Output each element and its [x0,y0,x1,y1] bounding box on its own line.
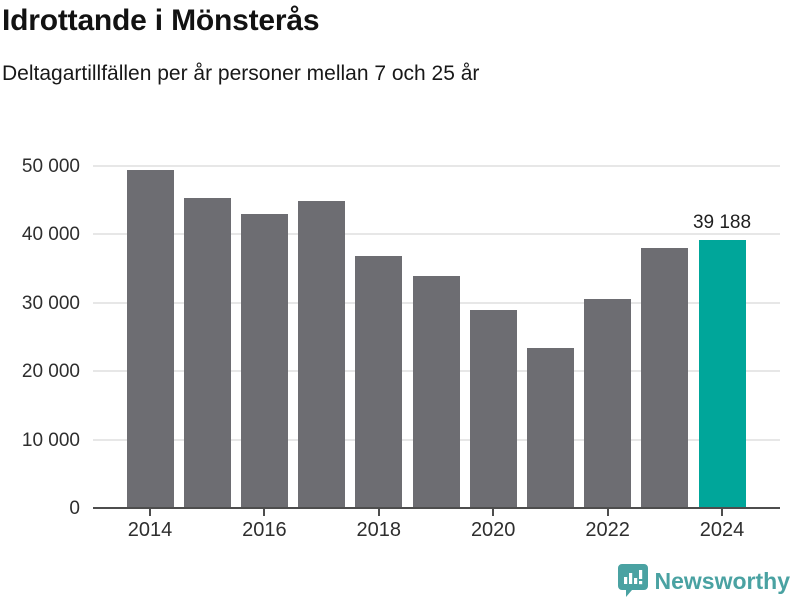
x-tick-2018 [377,508,380,516]
bar-2023 [641,248,689,508]
bar-2024 [698,240,746,508]
x-axis-line [93,506,780,509]
x-axis-label-2014: 2014 [127,519,173,541]
x-axis-label-2016: 2016 [242,519,287,541]
brand-footer: Newsworthy [617,563,790,599]
bar-2018 [355,255,403,508]
y-axis-label-10000: 10 000 [21,429,80,451]
bar-2015 [183,198,231,508]
page-title: Idrottande i Mönsterås [2,4,320,37]
bar-2014 [126,169,174,508]
x-axis-label-2022: 2022 [585,519,630,541]
y-axis-label-20000: 20 000 [21,361,80,383]
y-axis-label-50000: 50 000 [21,156,80,178]
y-axis-label-30000: 30 000 [21,292,80,314]
x-tick-2016 [263,508,266,516]
bar-2020 [469,309,517,508]
gridline-40000 [93,233,780,236]
gridline-50000 [93,165,780,168]
bar-2022 [584,299,632,508]
newsworthy-logo-icon [617,564,648,597]
bar-2019 [412,276,460,508]
page-subtitle: Deltagartillfällen per år personer mella… [2,62,480,85]
x-tick-2020 [492,508,495,516]
x-axis-label-2020: 2020 [470,519,516,541]
y-axis-label-0: 0 [69,498,80,519]
x-tick-2024 [721,508,723,516]
brand-name: Newsworthy [654,568,790,594]
bar-2021 [526,347,574,508]
bar-value-label: 39 188 [692,212,752,234]
bar-2017 [298,200,346,508]
x-tick-2014 [149,508,151,516]
bar-2016 [240,213,288,508]
y-axis-label-40000: 40 000 [21,224,80,246]
x-axis-label-2018: 2018 [356,519,402,541]
x-tick-2022 [606,508,609,516]
x-axis-label-2024: 2024 [699,519,745,541]
